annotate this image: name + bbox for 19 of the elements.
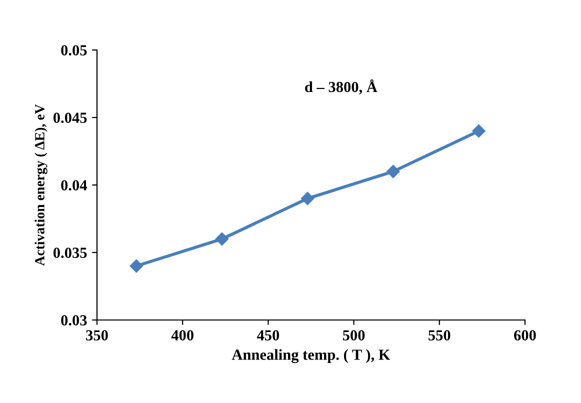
x-tick-label: 550	[428, 330, 450, 340]
x-tick-label: 600	[514, 330, 536, 340]
y-tick-label: 0.03	[61, 315, 87, 326]
x-axis-title: Annealing temp. ( T ), K	[232, 349, 390, 364]
point	[472, 124, 486, 138]
y-tick-label: 0.035	[53, 248, 87, 258]
point	[130, 259, 143, 273]
point	[386, 164, 400, 178]
x-tick-label: 350	[86, 330, 108, 340]
annotation: d – 3800, Å	[305, 79, 378, 94]
x-tick-label: 450	[256, 330, 280, 340]
y-axis-title: Activation energy ( ΔE), eV	[34, 104, 48, 266]
y-tick-label: 0.05	[61, 45, 87, 56]
x-tick-label: 400	[171, 330, 194, 340]
x-tick-label: 500	[342, 330, 365, 340]
y-tick-label: 0.045	[53, 112, 87, 124]
point	[215, 232, 229, 246]
point	[300, 192, 314, 206]
y-tick-label: 0.04	[61, 180, 87, 191]
